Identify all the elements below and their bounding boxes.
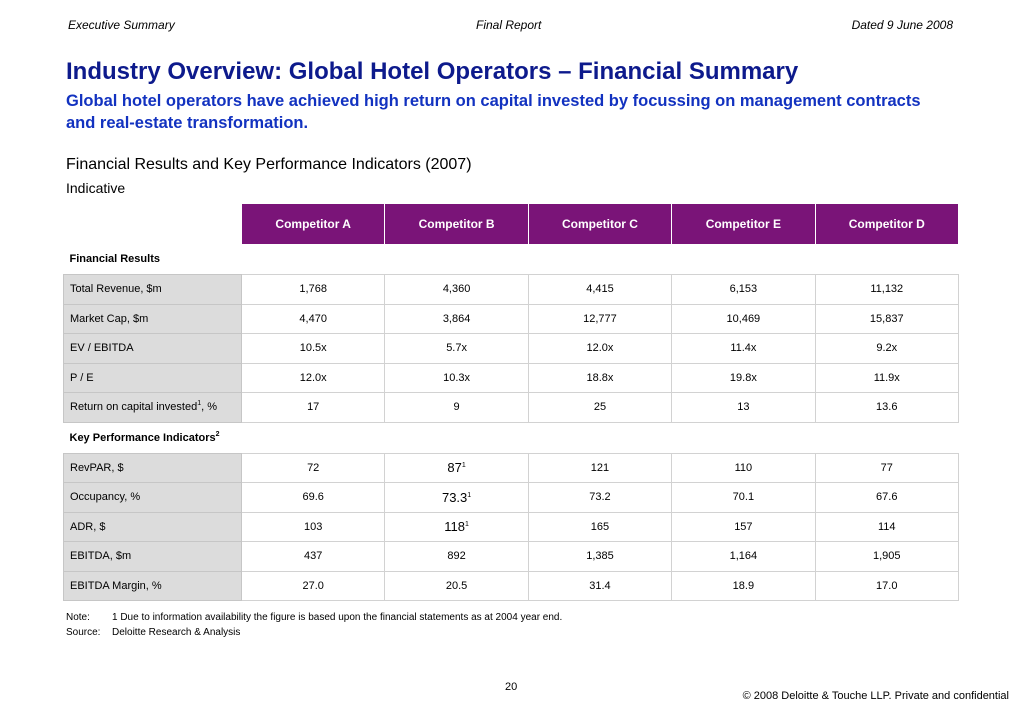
footnotes: Note: 1 Due to information availability … [66,610,562,640]
table-row: EV / EBITDA 10.5x 5.7x 12.0x 11.4x 9.2x [63,333,959,364]
table-cell: 18.8x [527,362,673,393]
table-cell: 15,837 [814,303,959,334]
table-cell: 4,415 [527,274,673,305]
header-right: Dated 9 June 2008 [851,18,953,32]
table-cell: 70.1 [671,482,816,513]
column-header: Competitor C [527,204,673,244]
table-cell: 1,768 [240,274,386,305]
group-label: Financial Results [63,244,959,275]
table-cell: 13.6 [814,392,959,423]
table-cell: 18.9 [671,570,816,601]
table-cell: 9.2x [814,333,959,364]
row-label: ADR, $ [63,511,242,542]
table-cell: 19.8x [671,362,816,393]
table-cell: 165 [527,511,673,542]
table-header-row: Competitor A Competitor B Competitor C C… [63,204,959,244]
row-label: P / E [63,362,242,393]
copyright: © 2008 Deloitte & Touche LLP. Private an… [742,690,1009,702]
table-group-row: Key Performance Indicators2 [63,422,959,453]
note-key: Note: [66,612,90,623]
table-cell: 10.3x [384,362,529,393]
table-row: RevPAR, $72 871 121 110 77 [63,452,959,483]
header-blank [63,204,242,244]
table-row: Return on capital invested1, % 17 9 25 13 13.… [63,392,959,423]
header-left: Executive Summary [68,18,175,32]
table-cell: 11.9x [814,362,959,393]
table-cell: 11.4x [671,333,816,364]
page-subtitle: Global hotel operators have achieved hig… [66,92,921,132]
table-cell: 20.5 [384,570,529,601]
table-cell: 437 [240,541,386,572]
table-row: Occupancy, % 69.6 73.31 73.2 70.1 67.6 [63,482,959,513]
table-cell: 12.0x [527,333,673,364]
row-label: EBITDA, $m [63,541,242,572]
page-title: Industry Overview: Global Hotel Operator… [66,58,799,85]
table-cell: 121 [527,452,673,483]
table-cell: 114 [814,511,959,542]
table-cell: 73.2 [527,482,673,513]
table-row: EBITDA, $m 437 892 1,385 1,164 1,905 [63,541,959,572]
source-text: Deloitte Research & Analysis [112,627,241,638]
row-label: Total Revenue, $m [63,274,242,305]
row-label: EBITDA Margin, % [63,570,242,601]
table-cell: 77 [814,452,959,483]
table-cell: 1,905 [814,541,959,572]
table-cell: 13 [671,392,816,423]
table-cell: 892 [384,541,529,572]
table-cell: 73.31 [384,482,529,513]
table-cell: 10,469 [671,303,816,334]
table-cell: 4,470 [240,303,386,334]
table-cell: 31.4 [527,570,673,601]
table-cell: 6,153 [671,274,816,305]
financial-table: Competitor A Competitor B Competitor C C… [63,204,959,601]
group-label: Key Performance Indicators2 [63,422,959,453]
table-cell: 72 [240,452,386,483]
column-header: Competitor E [671,204,816,244]
row-label: RevPAR, $ [63,452,242,483]
table-cell: 10.5x [240,333,386,364]
note-text: 1 Due to information availability the fi… [112,612,563,623]
row-label: EV / EBITDA [63,333,242,364]
row-label: Market Cap, $m [63,303,242,334]
table-cell: 157 [671,511,816,542]
column-header: Competitor B [384,204,529,244]
row-label: Return on capital invested1, % [63,392,242,423]
table-cell: 1181 [384,511,529,542]
column-header: Competitor A [240,204,386,244]
table-row: P / E 12.0x 10.3x 18.8x 19.8x 11.9x [63,362,959,393]
table-cell: 12,777 [527,303,673,334]
table-cell: 17 [240,392,386,423]
header-center: Final Report [476,18,542,32]
table-row: ADR, $103 1181 165 157 114 [63,511,959,542]
table-cell: 12.0x [240,362,386,393]
table-cell: 871 [384,452,529,483]
table-cell: 25 [527,392,673,423]
table-cell: 103 [240,511,386,542]
table-cell: 69.6 [240,482,386,513]
table-cell: 17.0 [814,570,959,601]
table-cell: 4,360 [384,274,529,305]
table-cell: 5.7x [384,333,529,364]
table-row: Total Revenue, $m 1,768 4,360 4,415 6,153 11,… [63,274,959,305]
page-header: Executive Summary Final Report Dated 9 J… [68,18,953,34]
table-cell: 11,132 [814,274,959,305]
table-cell: 1,385 [527,541,673,572]
table-row: Market Cap, $m 4,470 3,864 12,777 10,469 15,8… [63,303,959,334]
table-cell: 9 [384,392,529,423]
source-key: Source: [66,627,101,638]
section-title: Financial Results and Key Performance In… [66,156,472,173]
page-number: 20 [505,681,518,693]
column-header: Competitor D [814,204,959,244]
row-label: Occupancy, % [63,482,242,513]
table-cell: 3,864 [384,303,529,334]
table-cell: 27.0 [240,570,386,601]
table-row: EBITDA Margin, % 27.0 20.5 31.4 18.9 17.0 [63,570,959,601]
section-subtitle: Indicative [66,180,126,196]
table-cell: 1,164 [671,541,816,572]
table-cell: 110 [671,452,816,483]
table-group-row: Financial Results [63,244,959,275]
table-cell: 67.6 [814,482,959,513]
